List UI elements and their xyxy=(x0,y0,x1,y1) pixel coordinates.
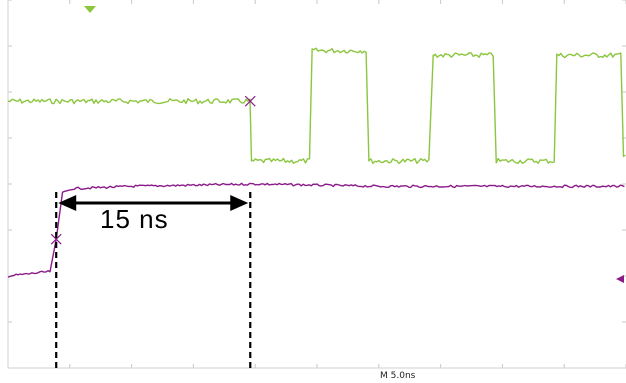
scope-grid xyxy=(7,0,626,369)
measurement-label: 15 ns xyxy=(100,204,169,234)
annotation-marks xyxy=(50,6,624,368)
cursor-marker-purple xyxy=(50,233,62,245)
waveform-traces xyxy=(7,47,626,278)
timebase-label: M 5.0ns xyxy=(380,371,416,381)
level-marker-right xyxy=(616,275,624,283)
arrow-head-right xyxy=(230,195,249,211)
channel-marker-top xyxy=(84,6,96,13)
series-line-2 xyxy=(7,182,625,278)
series-line-1 xyxy=(7,47,626,165)
cursor-marker-green xyxy=(244,95,256,107)
arrow-head-left xyxy=(58,195,77,211)
